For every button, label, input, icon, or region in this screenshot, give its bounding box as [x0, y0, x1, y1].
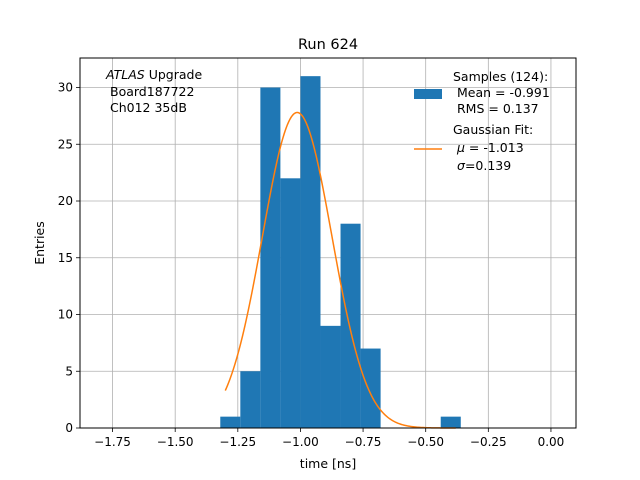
x-tick-label: −0.25: [470, 435, 507, 449]
legend-fit-title: Gaussian Fit:: [453, 122, 533, 137]
chart-title: Run 624: [298, 37, 358, 53]
y-axis-label: Entries: [32, 221, 47, 265]
annotation-atlas: ATLAS: [105, 67, 145, 82]
gaussian-fit-curve: [224, 111, 456, 429]
x-tick-label: −1.50: [157, 435, 194, 449]
legend-fit-mu-symbol: μ: [456, 140, 465, 155]
y-axis-ticks: 0 5 10 15 20 25 30: [58, 81, 80, 435]
legend-fit-sigma: σ=0.139: [457, 158, 511, 173]
histogram-bar: [260, 87, 281, 428]
histogram-bar: [280, 178, 301, 428]
annotation-line-2: Board187722: [110, 84, 194, 99]
y-tick-label: 15: [58, 251, 73, 265]
histogram-bar: [340, 223, 361, 428]
histogram-bar: [220, 416, 241, 428]
legend-fit-sigma-value: =0.139: [465, 158, 511, 173]
histogram-bar: [320, 325, 341, 428]
x-tick-label: −0.50: [407, 435, 444, 449]
x-tick-label: −0.75: [345, 435, 382, 449]
y-tick-label: 5: [65, 364, 73, 378]
histogram-bars: [220, 76, 461, 428]
legend-hist-title: Samples (124):: [453, 69, 548, 84]
y-tick-label: 20: [58, 194, 73, 208]
x-tick-label: −1.75: [94, 435, 131, 449]
legend-hist-swatch: [414, 89, 442, 99]
y-tick-label: 10: [58, 308, 73, 322]
y-tick-label: 30: [58, 81, 73, 95]
legend-fit-mu: μ = -1.013: [456, 140, 524, 155]
histogram-bar: [440, 416, 461, 428]
legend-fit-mu-value: = -1.013: [465, 140, 524, 155]
annotation-upgrade: Upgrade: [145, 67, 203, 82]
gaussian-fit: [224, 111, 456, 429]
annotation-line-3: Ch012 35dB: [110, 100, 187, 115]
histogram-bar: [300, 76, 321, 428]
x-tick-label: 0.00: [538, 435, 565, 449]
y-tick-label: 0: [65, 421, 73, 435]
legend-hist-rms: RMS = 0.137: [457, 101, 539, 116]
x-tick-label: −1.00: [282, 435, 319, 449]
x-axis-ticks: −1.75 −1.50 −1.25 −1.00 −0.75 −0.50 −0.25 0.00: [94, 428, 564, 449]
annotation-line-1: ATLAS Upgrade: [105, 67, 202, 82]
legend: Samples (124): Mean = -0.991 RMS = 0.137…: [414, 69, 550, 173]
plot-frame: [79, 57, 577, 429]
histogram-bar: [360, 348, 381, 428]
atlas-annotation: ATLAS Upgrade Board187722 Ch012 35dB: [105, 67, 202, 115]
y-tick-label: 25: [58, 137, 73, 151]
x-tick-label: −1.25: [219, 435, 256, 449]
x-axis-label: time [ns]: [300, 456, 356, 471]
legend-fit-sigma-symbol: σ: [457, 158, 466, 173]
legend-hist-mean: Mean = -0.991: [457, 85, 550, 100]
histogram-bar: [240, 371, 261, 428]
